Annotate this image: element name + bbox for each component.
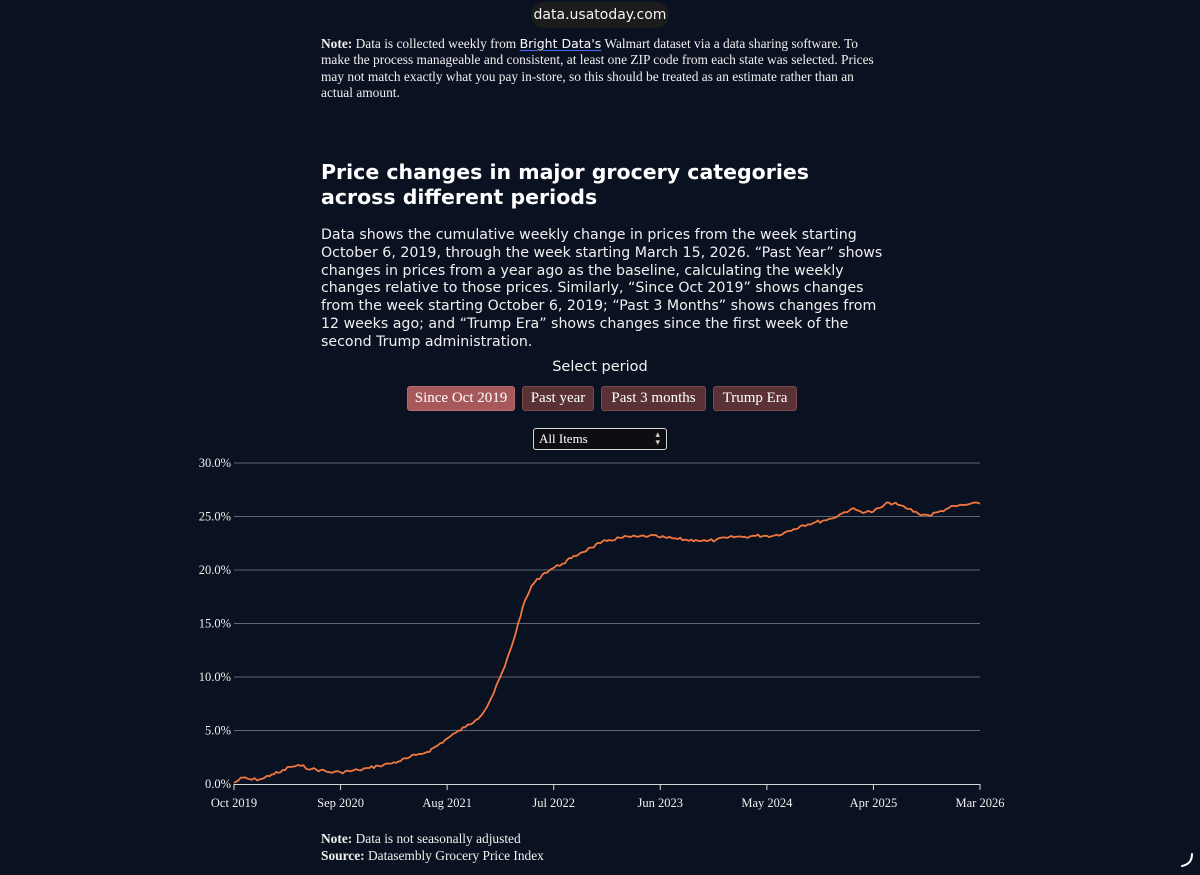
footnote-note-text: Data is not seasonally adjusted <box>352 831 521 846</box>
chart-footnote: Note: Data is not seasonally adjusted So… <box>321 831 721 864</box>
select-period-label: Select period <box>552 359 648 375</box>
section-heading: Price changes in major grocery categorie… <box>321 160 809 209</box>
data-note: Note: Data is collected weekly from Brig… <box>321 36 881 101</box>
category-select[interactable]: All Items ▴ ▾ <box>533 428 667 450</box>
note-label: Note: <box>321 36 353 51</box>
x-tick-label: Mar 2026 <box>956 796 1005 810</box>
y-tick-label: 5.0% <box>205 724 231 738</box>
y-tick-label: 10.0% <box>199 670 231 684</box>
x-tick-label: Jun 2023 <box>638 796 684 810</box>
y-tick-label: 15.0% <box>199 617 231 631</box>
y-tick-label: 0.0% <box>205 777 231 791</box>
note-text-2: Walmart dataset via a data sharing softw… <box>321 36 874 100</box>
x-tick-label: Aug 2021 <box>422 796 472 810</box>
browser-url-bar[interactable]: data.usatoday.com <box>531 2 669 28</box>
footnote-note-label: Note: <box>321 831 353 846</box>
y-tick-label: 20.0% <box>199 563 231 577</box>
select-arrows-icon: ▴ ▾ <box>655 430 660 448</box>
series-line <box>233 501 981 784</box>
url-text: data.usatoday.com <box>533 7 667 23</box>
period-button-trump-era[interactable]: Trump Era <box>713 386 797 411</box>
footnote-source-label: Source: <box>321 847 365 863</box>
period-button-past-year[interactable]: Past year <box>522 386 594 411</box>
x-tick-label: Apr 2025 <box>850 796 898 810</box>
period-button-past-3-months[interactable]: Past 3 months <box>601 386 706 411</box>
period-button-since-oct-2019[interactable]: Since Oct 2019 <box>407 386 515 411</box>
x-tick-label: Oct 2019 <box>211 796 257 810</box>
y-tick-label: 25.0% <box>199 510 231 524</box>
section-description: Data shows the cumulative weekly change … <box>321 227 883 350</box>
x-tick-label: Jul 2022 <box>532 796 575 810</box>
x-tick-label: Sep 2020 <box>317 796 364 810</box>
footnote-source-text: Datasembly Grocery Price Index <box>364 847 544 863</box>
category-select-value: All Items <box>539 431 588 446</box>
bright-data-link[interactable]: Bright Data's <box>519 36 602 51</box>
x-tick-label: May 2024 <box>741 796 793 810</box>
period-button-group: Since Oct 2019 Past year Past 3 months T… <box>0 386 1200 411</box>
note-text-1: Data is collected weekly from <box>352 36 520 51</box>
loading-spinner-icon <box>1181 853 1193 867</box>
y-tick-label: 30.0% <box>199 456 231 470</box>
